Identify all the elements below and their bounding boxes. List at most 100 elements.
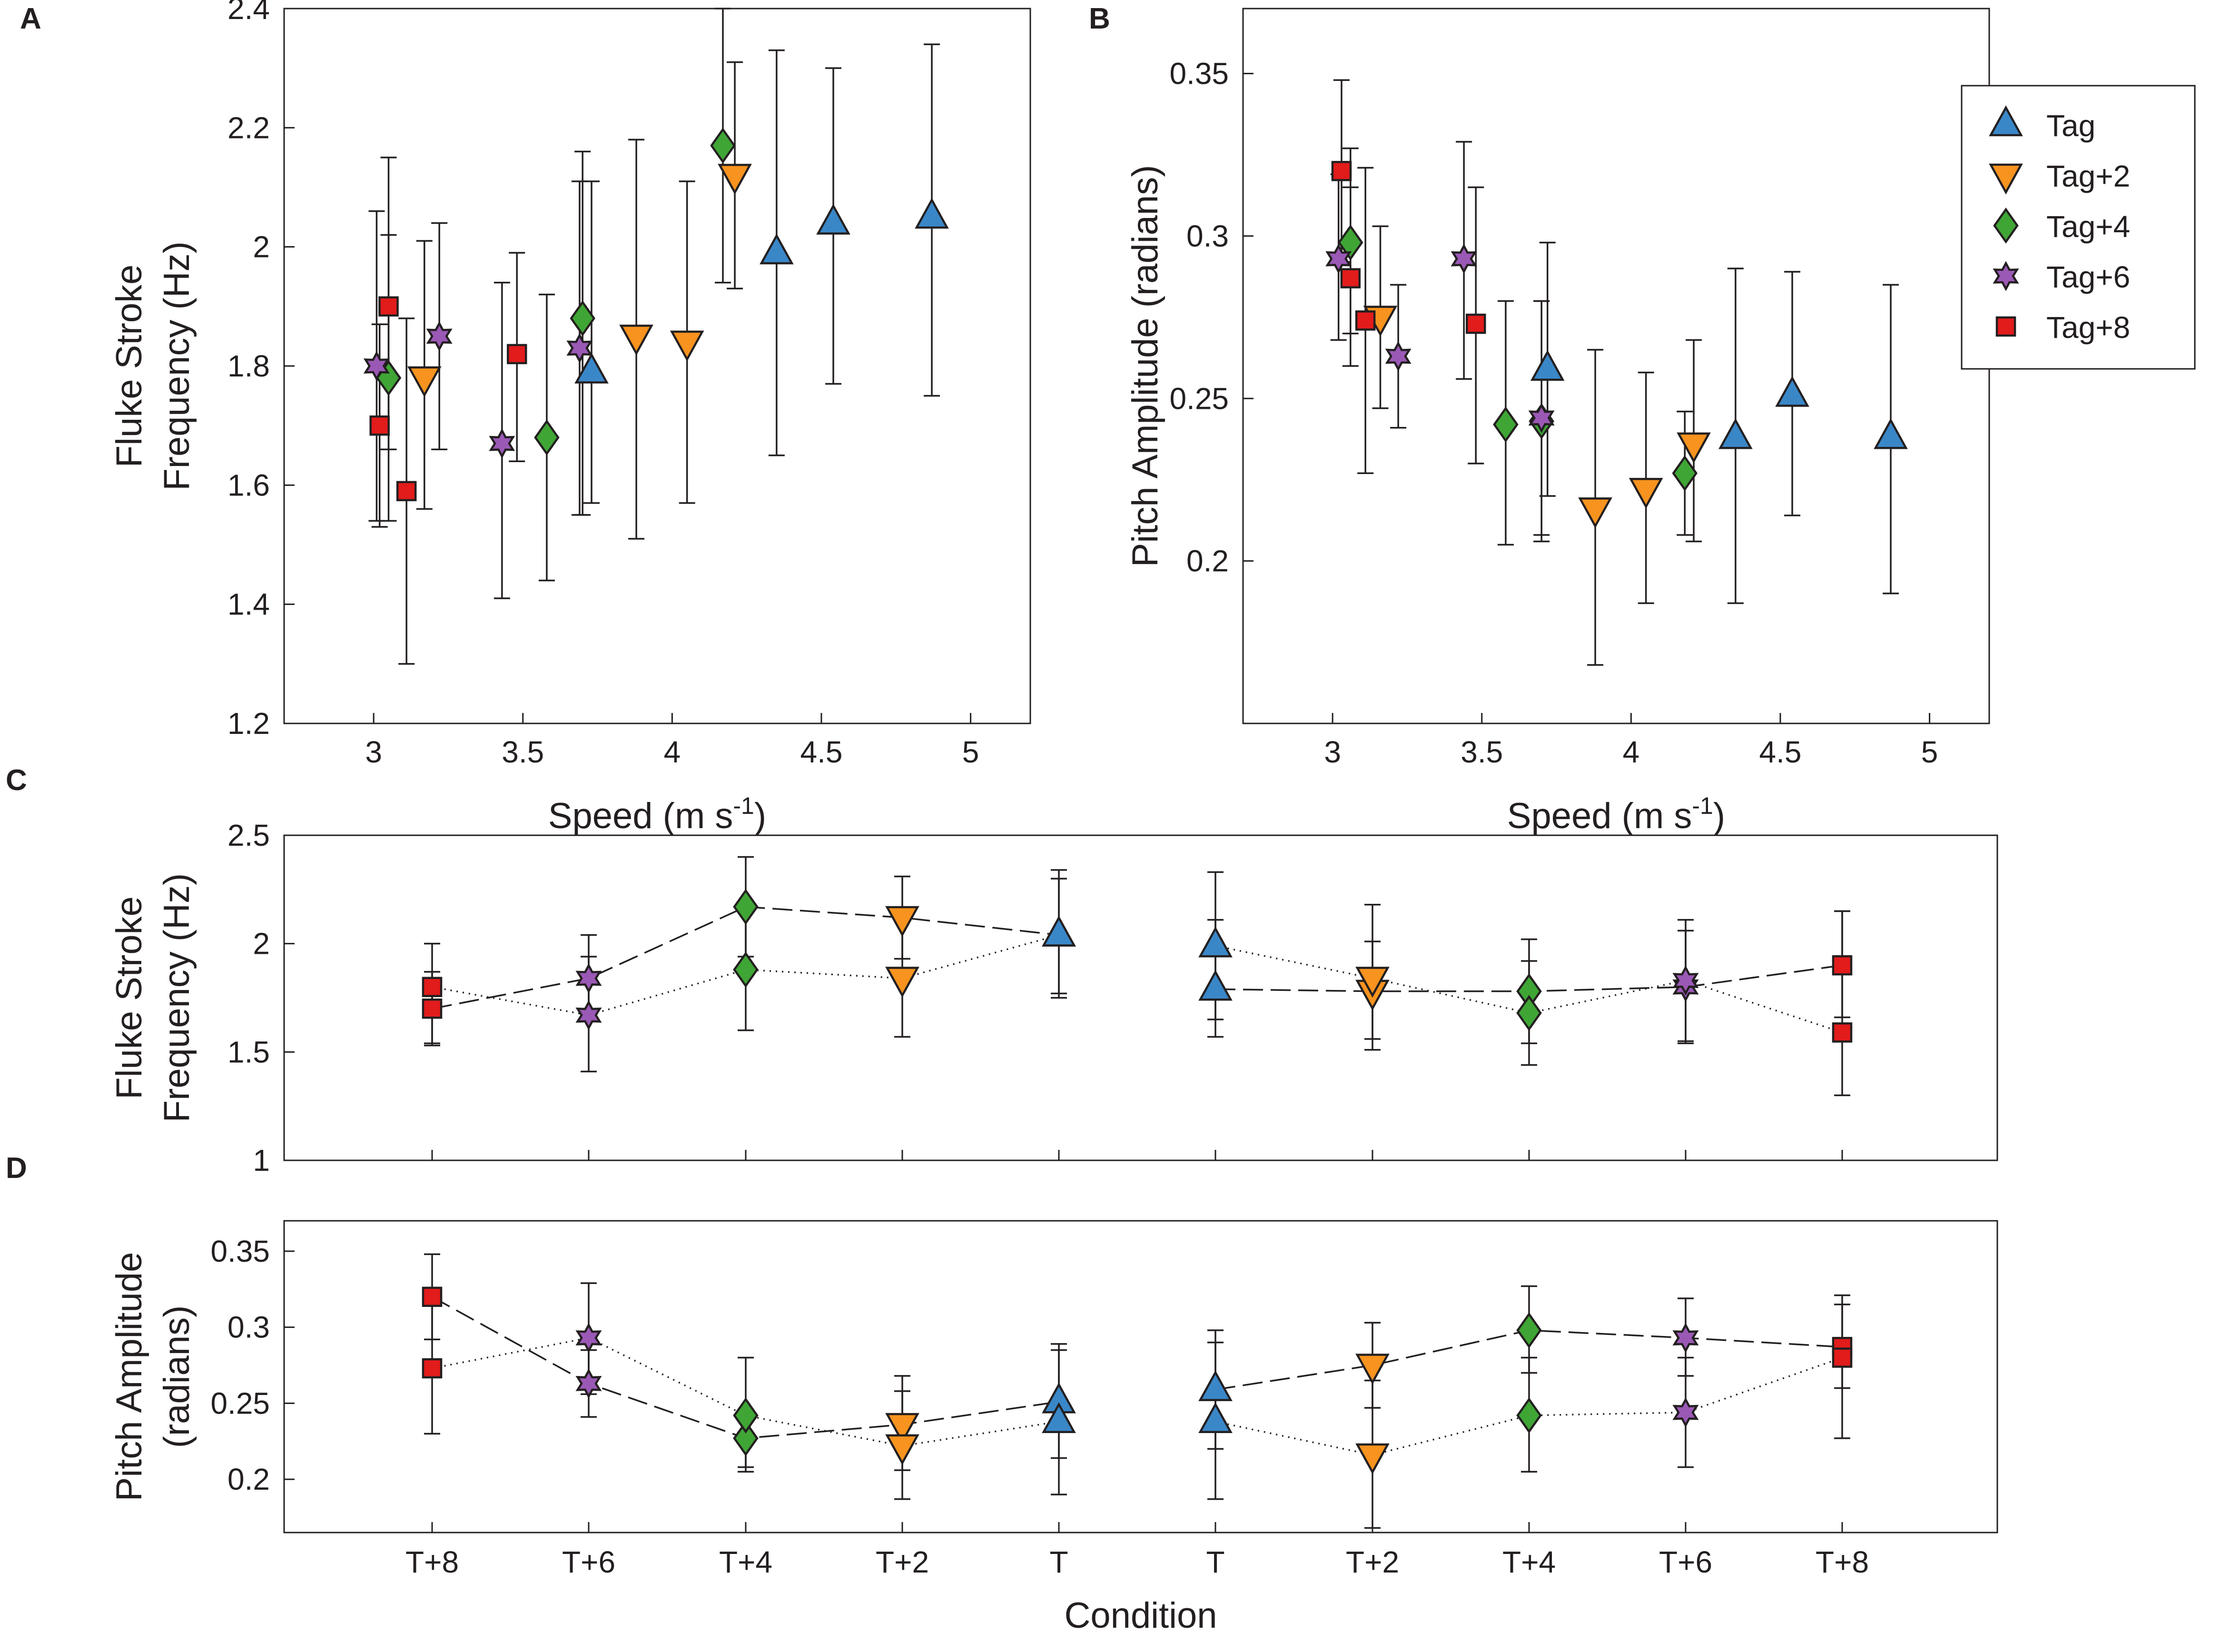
point-tag-plus-4-marker (733, 1397, 759, 1434)
category-label: T+8 (405, 1545, 459, 1579)
x-axis-label: Speed (m s-1) (548, 792, 766, 836)
point-tag-plus-2-marker (1629, 478, 1663, 509)
panel-a-frequency-vs-speed: 3 3.5 4 4.5 5 1.2 1.4 1.6 1.8 2 2.2 2.4 Speed (m s-1… (20, 0, 1031, 836)
panel-label: D (6, 1152, 27, 1185)
x-axis-label-superscript: -1 (1692, 792, 1713, 819)
point-tag-plus-6-marker (1672, 1397, 1699, 1428)
y-tick-label: 1.5 (227, 1035, 270, 1069)
y-tick-label: 0.3 (1186, 219, 1229, 253)
x-axis-label-close: ) (754, 796, 766, 836)
y-tick-label: 1.4 (227, 587, 270, 622)
point-tag-plus-6-marker (1385, 341, 1412, 372)
legend-tag-label: Tag (2046, 109, 2095, 143)
y-axis-label: (radians) (157, 1306, 197, 1448)
point-tag-plus-4-marker (1338, 224, 1363, 261)
y-axis-label: Frequency (Hz) (157, 241, 197, 491)
point-tag-plus-2-marker (407, 366, 442, 397)
point-tag-plus-4-marker (710, 127, 736, 164)
x-axis-label: Condition (1064, 1595, 1217, 1636)
panel-label: A (20, 2, 41, 35)
point-tag-plus-4-marker (1516, 1397, 1542, 1434)
point-tag-plus-6-marker (1672, 1323, 1699, 1353)
y-tick-label: 2.5 (227, 818, 270, 852)
point-tag-plus-6-marker (1528, 403, 1555, 433)
x-axis-label: Speed (m s-1) (1507, 792, 1725, 836)
point-tag-marker (1042, 915, 1076, 947)
point-tag-plus-8-marker (1832, 1347, 1853, 1368)
point-tag-plus-4-marker (1672, 455, 1698, 492)
point-tag-marker (1198, 1402, 1233, 1434)
point-tag-plus-4-marker (733, 1420, 759, 1456)
x-tick-label: 4.5 (1759, 735, 1801, 769)
x-tick-label: 4 (1623, 735, 1640, 769)
point-tag-plus-6-marker (363, 351, 390, 381)
category-label: T+4 (1502, 1545, 1556, 1579)
point-tag-plus-8-marker (422, 977, 443, 997)
point-tag-plus-8-marker (378, 296, 399, 317)
legend-tag-plus-8-marker (1995, 316, 2016, 337)
legend-tag-plus-4-label: Tag+4 (2046, 209, 2130, 244)
point-tag-plus-6-marker (575, 1323, 602, 1353)
point-tag-plus-2-marker (1355, 967, 1390, 998)
y-tick-label: 0.35 (1169, 57, 1229, 91)
x-tick-label: 3.5 (1461, 735, 1503, 769)
category-label: T (1049, 1545, 1068, 1579)
y-axis-label: Frequency (Hz) (157, 873, 197, 1123)
y-tick-label: 2.4 (227, 0, 270, 26)
category-label: T+6 (1659, 1545, 1712, 1579)
point-tag-marker (1198, 969, 1233, 1001)
panel-d-pitch-by-condition: T+8 T+6 T+4 T+2 T T T+2 T+4 T+6 T+8 0.2 0.25 0.3 0.35… (6, 1152, 1998, 1636)
point-tag-plus-4-marker (733, 951, 759, 988)
point-tag-plus-4-marker (733, 889, 759, 925)
point-tag-plus-8-marker (1832, 1022, 1853, 1043)
x-tick-label: 3 (365, 735, 382, 769)
x-axis-label-main: Speed (m s (1507, 796, 1692, 836)
point-tag-plus-2-marker (670, 330, 704, 362)
point-tag-marker (1198, 926, 1233, 958)
point-tag-plus-4-marker (1493, 406, 1519, 443)
y-tick-label: 0.2 (227, 1462, 270, 1496)
plot-frame (283, 8, 1031, 724)
y-tick-label: 1.8 (227, 349, 270, 383)
point-tag-plus-8-marker (1832, 955, 1853, 976)
category-label: T+6 (562, 1545, 615, 1579)
legend-tag-plus-8-label: Tag+8 (2046, 310, 2130, 345)
point-tag-plus-8-marker (396, 481, 417, 502)
y-tick-label: 0.2 (1186, 544, 1229, 578)
y-tick-label: 2 (253, 927, 270, 961)
category-label: T+4 (719, 1545, 772, 1579)
x-tick-label: 5 (962, 735, 979, 769)
point-tag-plus-2-marker (1578, 497, 1612, 529)
legend: Tag Tag+2 Tag+4 Tag+6 Tag+8 (1961, 85, 2196, 370)
point-tag-marker (1775, 376, 1809, 407)
point-tag-plus-8-marker (369, 415, 390, 436)
x-tick-label: 3.5 (502, 735, 544, 769)
y-tick-label: 1.6 (227, 468, 270, 502)
y-tick-label: 0.25 (1169, 381, 1229, 415)
x-axis-label-superscript: -1 (733, 792, 754, 819)
plot-frame (283, 834, 1998, 1161)
x-axis-label-main: Speed (m s (548, 796, 733, 836)
legend-tag-marker (1989, 105, 2023, 137)
point-tag-plus-2-marker (718, 164, 752, 195)
category-label: T+2 (1346, 1545, 1399, 1579)
point-tag-plus-8-marker (1355, 310, 1376, 331)
y-tick-label: 0.35 (210, 1234, 270, 1268)
point-tag-plus-2-marker (1677, 432, 1711, 464)
point-tag-plus-6-marker (1672, 965, 1699, 996)
point-tag-plus-4-marker (534, 419, 560, 456)
legend-tag-plus-6-marker (1993, 261, 2019, 291)
point-tag-marker (574, 352, 609, 384)
point-tag-plus-6-marker (426, 321, 453, 352)
point-tag-marker (1874, 418, 1908, 449)
point-tag-plus-8-marker (1331, 161, 1352, 181)
y-tick-label: 0.25 (210, 1386, 270, 1420)
x-tick-label: 4.5 (800, 735, 842, 769)
point-tag-plus-6-marker (575, 963, 602, 994)
point-tag-plus-2-marker (885, 906, 919, 937)
panel-b-pitch-vs-speed: 3 3.5 4 4.5 5 0.2 0.25 0.3 0.35 Speed (m s-1) Pitc… (1089, 2, 1990, 836)
point-tag-plus-2-marker (885, 1413, 919, 1444)
point-tag-marker (1198, 1370, 1233, 1401)
point-tag-plus-6-marker (575, 1368, 602, 1399)
x-axis-label-close: ) (1713, 796, 1725, 836)
